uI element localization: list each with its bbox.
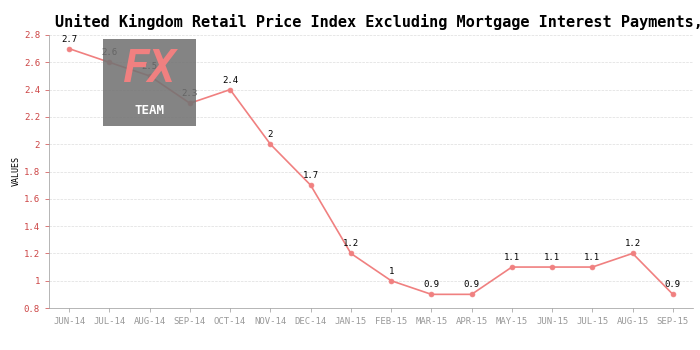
Text: 1.1: 1.1 (504, 253, 520, 262)
Text: 2.6: 2.6 (102, 48, 118, 57)
Text: 1: 1 (389, 267, 394, 276)
Text: 1.7: 1.7 (302, 171, 318, 180)
Text: 2.4: 2.4 (222, 76, 238, 85)
Bar (104, 39, 196, 126)
Text: 2: 2 (267, 130, 273, 139)
Text: 1.2: 1.2 (343, 239, 359, 248)
Text: 1.1: 1.1 (584, 253, 601, 262)
Text: 1.1: 1.1 (544, 253, 560, 262)
Text: TEAM: TEAM (134, 104, 164, 117)
Text: 2.3: 2.3 (182, 89, 198, 98)
Text: FX: FX (123, 48, 176, 91)
Text: 1.2: 1.2 (624, 239, 640, 248)
Text: 2.5: 2.5 (141, 62, 158, 71)
Text: United Kingdom Retail Price Index Excluding Mortgage Interest Payments, % y/y: United Kingdom Retail Price Index Exclud… (55, 14, 700, 30)
Text: 0.9: 0.9 (463, 280, 480, 289)
Y-axis label: VALUES: VALUES (12, 156, 21, 187)
Text: 2.7: 2.7 (61, 35, 77, 44)
Text: 0.9: 0.9 (665, 280, 681, 289)
Text: 0.9: 0.9 (424, 280, 440, 289)
